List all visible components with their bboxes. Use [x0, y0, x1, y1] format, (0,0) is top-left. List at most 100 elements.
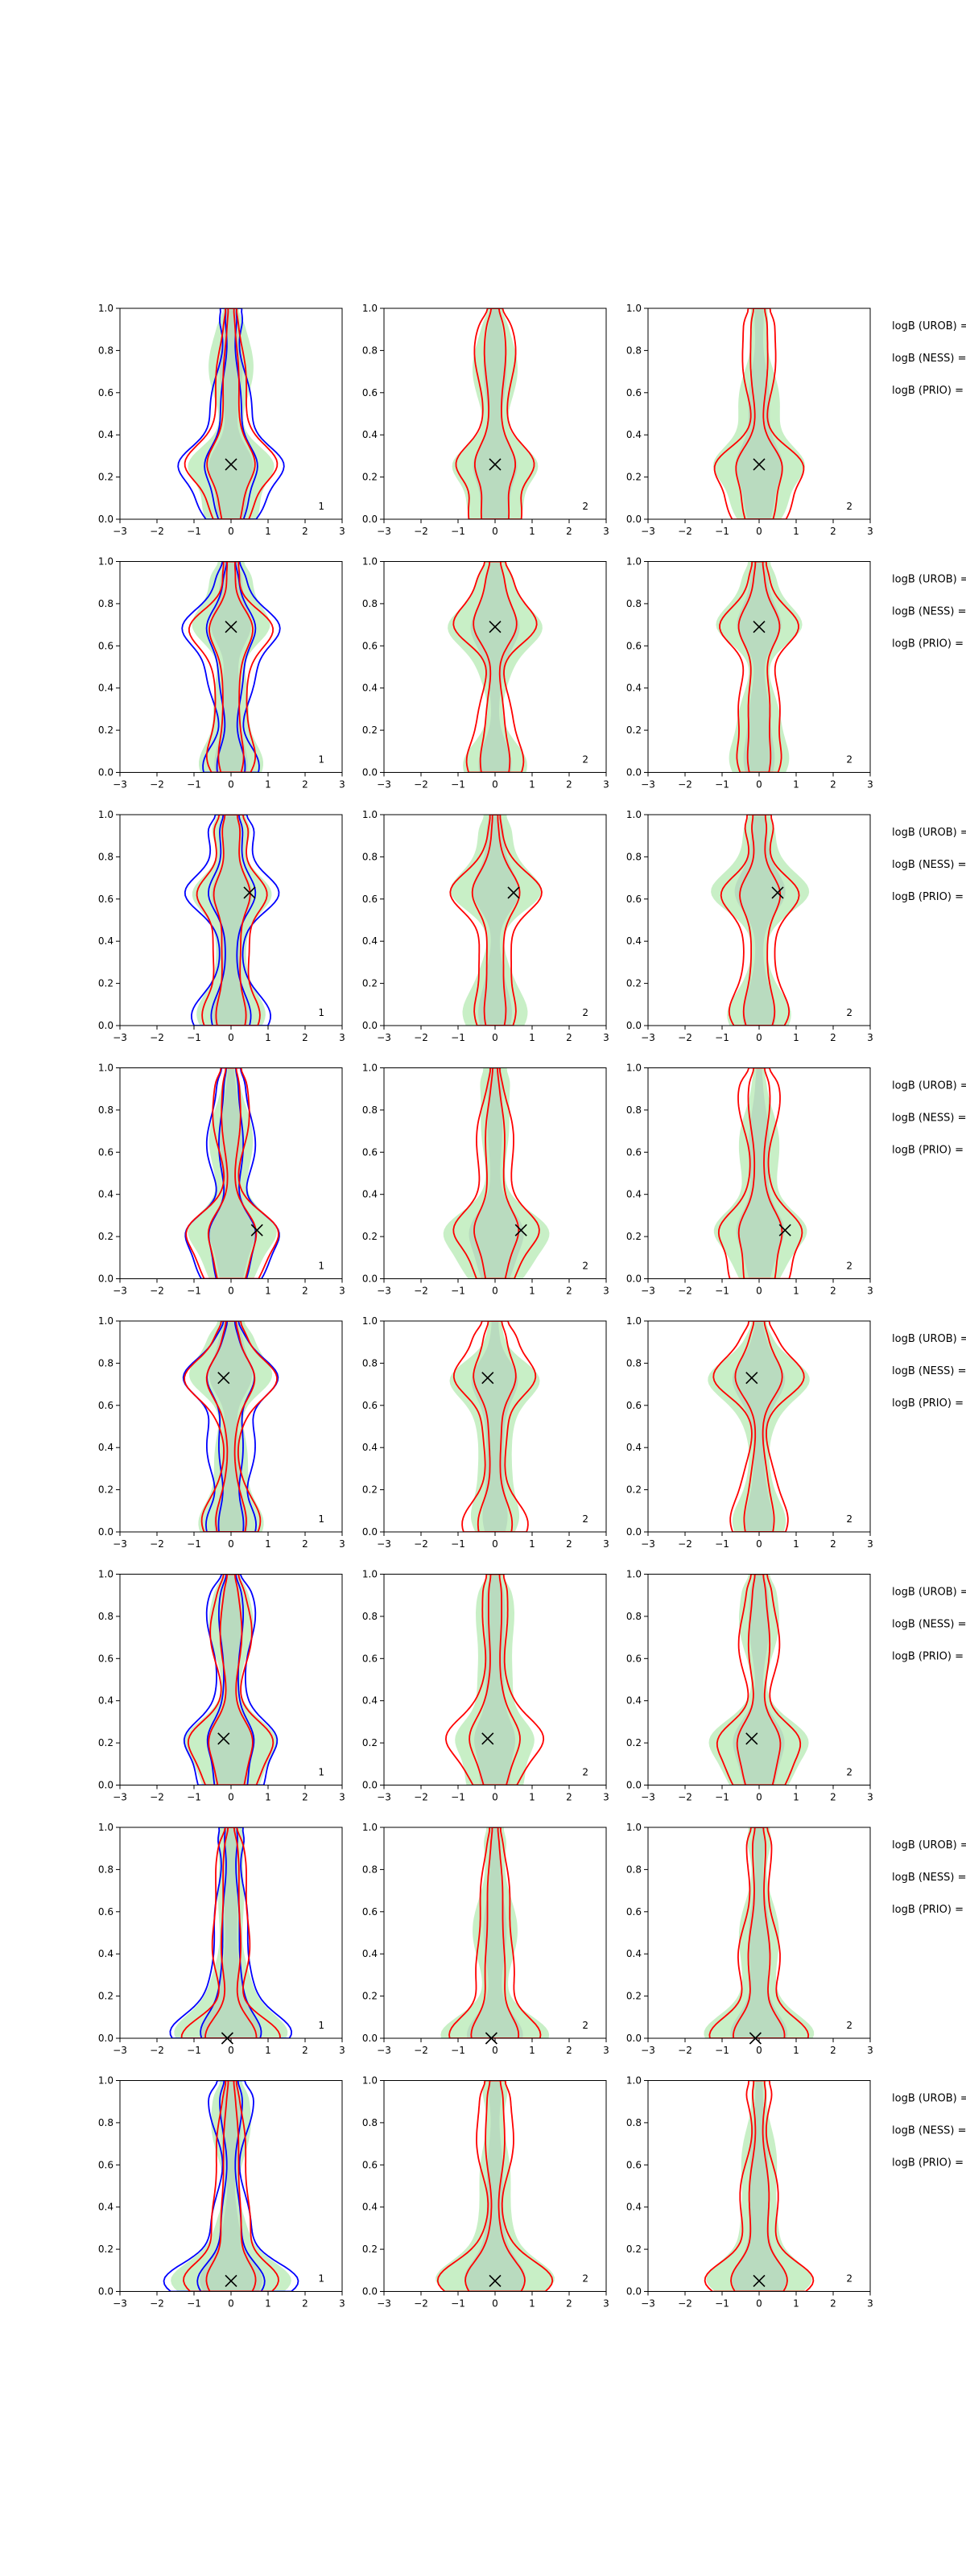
prio-contour-inner [204, 1827, 258, 2038]
y-tick-label: 0.6 [626, 1146, 642, 1158]
y-tick-label: 0.0 [98, 2286, 114, 2297]
plot-area [708, 1321, 810, 1532]
panel-r5-c1: −3 −2 −1 0 1 2 3 0.0 0.2 0.4 0.6 0.8 1.0 1 [98, 1315, 345, 1550]
plot-area [449, 1321, 540, 1532]
plot-area [184, 1067, 280, 1279]
x-tick-label: −3 [113, 1538, 127, 1550]
y-tick-label: 0.4 [626, 2202, 642, 2213]
panel-label: 2 [582, 2273, 588, 2285]
x-tick-label: −3 [377, 2298, 391, 2310]
urob-contour-outer [181, 561, 281, 773]
prio-contour-inner [739, 815, 782, 1026]
panel-r5-c3: −3 −2 −1 0 1 2 3 0.0 0.2 0.4 0.6 0.8 1.0 2 logB (UROB)… [626, 1315, 966, 1550]
panel-r6-c3: −3 −2 −1 0 1 2 3 0.0 0.2 0.4 0.6 0.8 1.0 2 logB (UROB)… [626, 1569, 966, 1803]
x-tick-label: −2 [414, 2298, 428, 2310]
plot-area [182, 1321, 279, 1532]
x-tick-label: −1 [715, 2298, 729, 2310]
x-tick-label: 1 [529, 1792, 535, 1803]
y-tick-label: 0.6 [626, 640, 642, 651]
x-tick-label: 2 [566, 779, 572, 791]
true-value-marker [481, 1732, 494, 1745]
y-tick-label: 0.0 [626, 1526, 642, 1538]
urob-contour-outer [177, 308, 285, 519]
prio-contour-outer [180, 1827, 282, 2038]
x-tick-label: −1 [715, 1538, 729, 1550]
x-tick-label: −2 [150, 2045, 164, 2056]
row-legend: logB (UROB) = logB (NESS) = logB (PRIO) = [892, 1080, 966, 1157]
true-value-marker [514, 1224, 527, 1236]
x-tick-label: 2 [302, 526, 308, 537]
y-tick-label: 0.8 [98, 1611, 114, 1622]
density-region-inner [734, 815, 786, 1026]
plot-area [169, 1827, 293, 2038]
legend-label: logB (PRIO) = [892, 385, 964, 397]
x-tick-label: 1 [793, 1792, 799, 1803]
panel-label: 2 [582, 501, 588, 512]
y-tick-label: 0.4 [626, 683, 642, 694]
x-tick-label: 3 [603, 2045, 609, 2056]
panel-label: 2 [846, 2273, 852, 2285]
x-tick-label: −2 [678, 2045, 692, 2056]
x-tick-label: 3 [867, 779, 873, 791]
x-tick-label: −2 [678, 1538, 692, 1550]
y-tick-label: 0.2 [362, 1991, 378, 2002]
true-value-marker [225, 2274, 237, 2287]
x-tick-label: 0 [228, 2298, 234, 2310]
x-tick-label: 3 [867, 526, 873, 537]
panel-label: 1 [318, 754, 324, 766]
panel-label: 1 [318, 1261, 324, 1272]
x-tick-label: −1 [715, 2045, 729, 2056]
y-tick-label: 0.8 [626, 1864, 642, 1875]
panel-r3-c3: −3 −2 −1 0 1 2 3 0.0 0.2 0.4 0.6 0.8 1.0 2 logB (UROB)… [626, 809, 966, 1043]
x-tick-label: 2 [566, 2298, 572, 2310]
y-tick-label: 0.2 [362, 1231, 378, 1242]
x-tick-label: 1 [265, 526, 271, 537]
panel-r8-c3: −3 −2 −1 0 1 2 3 0.0 0.2 0.4 0.6 0.8 1.0 2 logB (UROB)… [626, 2075, 966, 2310]
row-legend: logB (UROB) = logB (NESS) = logB (PRIO) = [892, 2093, 966, 2169]
y-tick-label: 0.6 [98, 1400, 114, 1411]
x-tick-label: 0 [756, 1286, 762, 1297]
x-tick-label: 2 [566, 526, 572, 537]
x-tick-label: −3 [377, 526, 391, 537]
y-tick-label: 0.8 [362, 851, 378, 862]
x-tick-label: 0 [492, 1792, 498, 1803]
urob-contour-inner [200, 1827, 262, 2038]
x-tick-label: 1 [529, 526, 535, 537]
plot-area [452, 308, 539, 519]
true-value-marker [225, 458, 237, 471]
y-tick-label: 1.0 [98, 809, 114, 820]
x-tick-label: 2 [830, 1286, 836, 1297]
density-region-inner [470, 561, 520, 773]
y-tick-label: 0.4 [98, 1695, 114, 1707]
x-tick-label: −1 [187, 2298, 201, 2310]
prio-contour-outer [704, 2080, 815, 2292]
y-tick-label: 0.6 [362, 640, 378, 651]
x-tick-label: 3 [339, 1792, 345, 1803]
y-tick-label: 0.0 [362, 1780, 378, 1791]
y-tick-label: 0.2 [362, 978, 378, 989]
y-tick-label: 0.2 [362, 1484, 378, 1496]
y-tick-label: 0.6 [362, 1146, 378, 1158]
y-tick-label: 0.6 [98, 1146, 114, 1158]
x-tick-label: −3 [113, 2298, 127, 2310]
y-tick-label: 0.4 [98, 1948, 114, 1959]
y-tick-label: 0.2 [626, 1231, 642, 1242]
plot-area [708, 1574, 809, 1785]
x-tick-label: 3 [867, 1792, 873, 1803]
row-legend: logB (UROB) = logB (NESS) = logB (PRIO) = [892, 1839, 966, 1916]
y-tick-label: 0.8 [626, 598, 642, 609]
x-tick-label: 1 [265, 1538, 271, 1550]
true-value-marker [745, 1732, 758, 1745]
x-tick-label: −3 [641, 526, 655, 537]
y-tick-label: 0.8 [98, 2117, 114, 2128]
x-tick-label: −1 [187, 1792, 201, 1803]
true-value-marker [243, 886, 256, 899]
x-tick-label: 0 [492, 1286, 498, 1297]
x-tick-label: −2 [678, 2298, 692, 2310]
panel-r4-c2: −3 −2 −1 0 1 2 3 0.0 0.2 0.4 0.6 0.8 1.0 2 [362, 1063, 609, 1297]
y-tick-label: 1.0 [626, 303, 642, 314]
panel-label: 1 [318, 1007, 324, 1018]
plot-area [436, 2080, 555, 2292]
true-value-marker [489, 2274, 502, 2287]
y-tick-label: 1.0 [362, 809, 378, 820]
